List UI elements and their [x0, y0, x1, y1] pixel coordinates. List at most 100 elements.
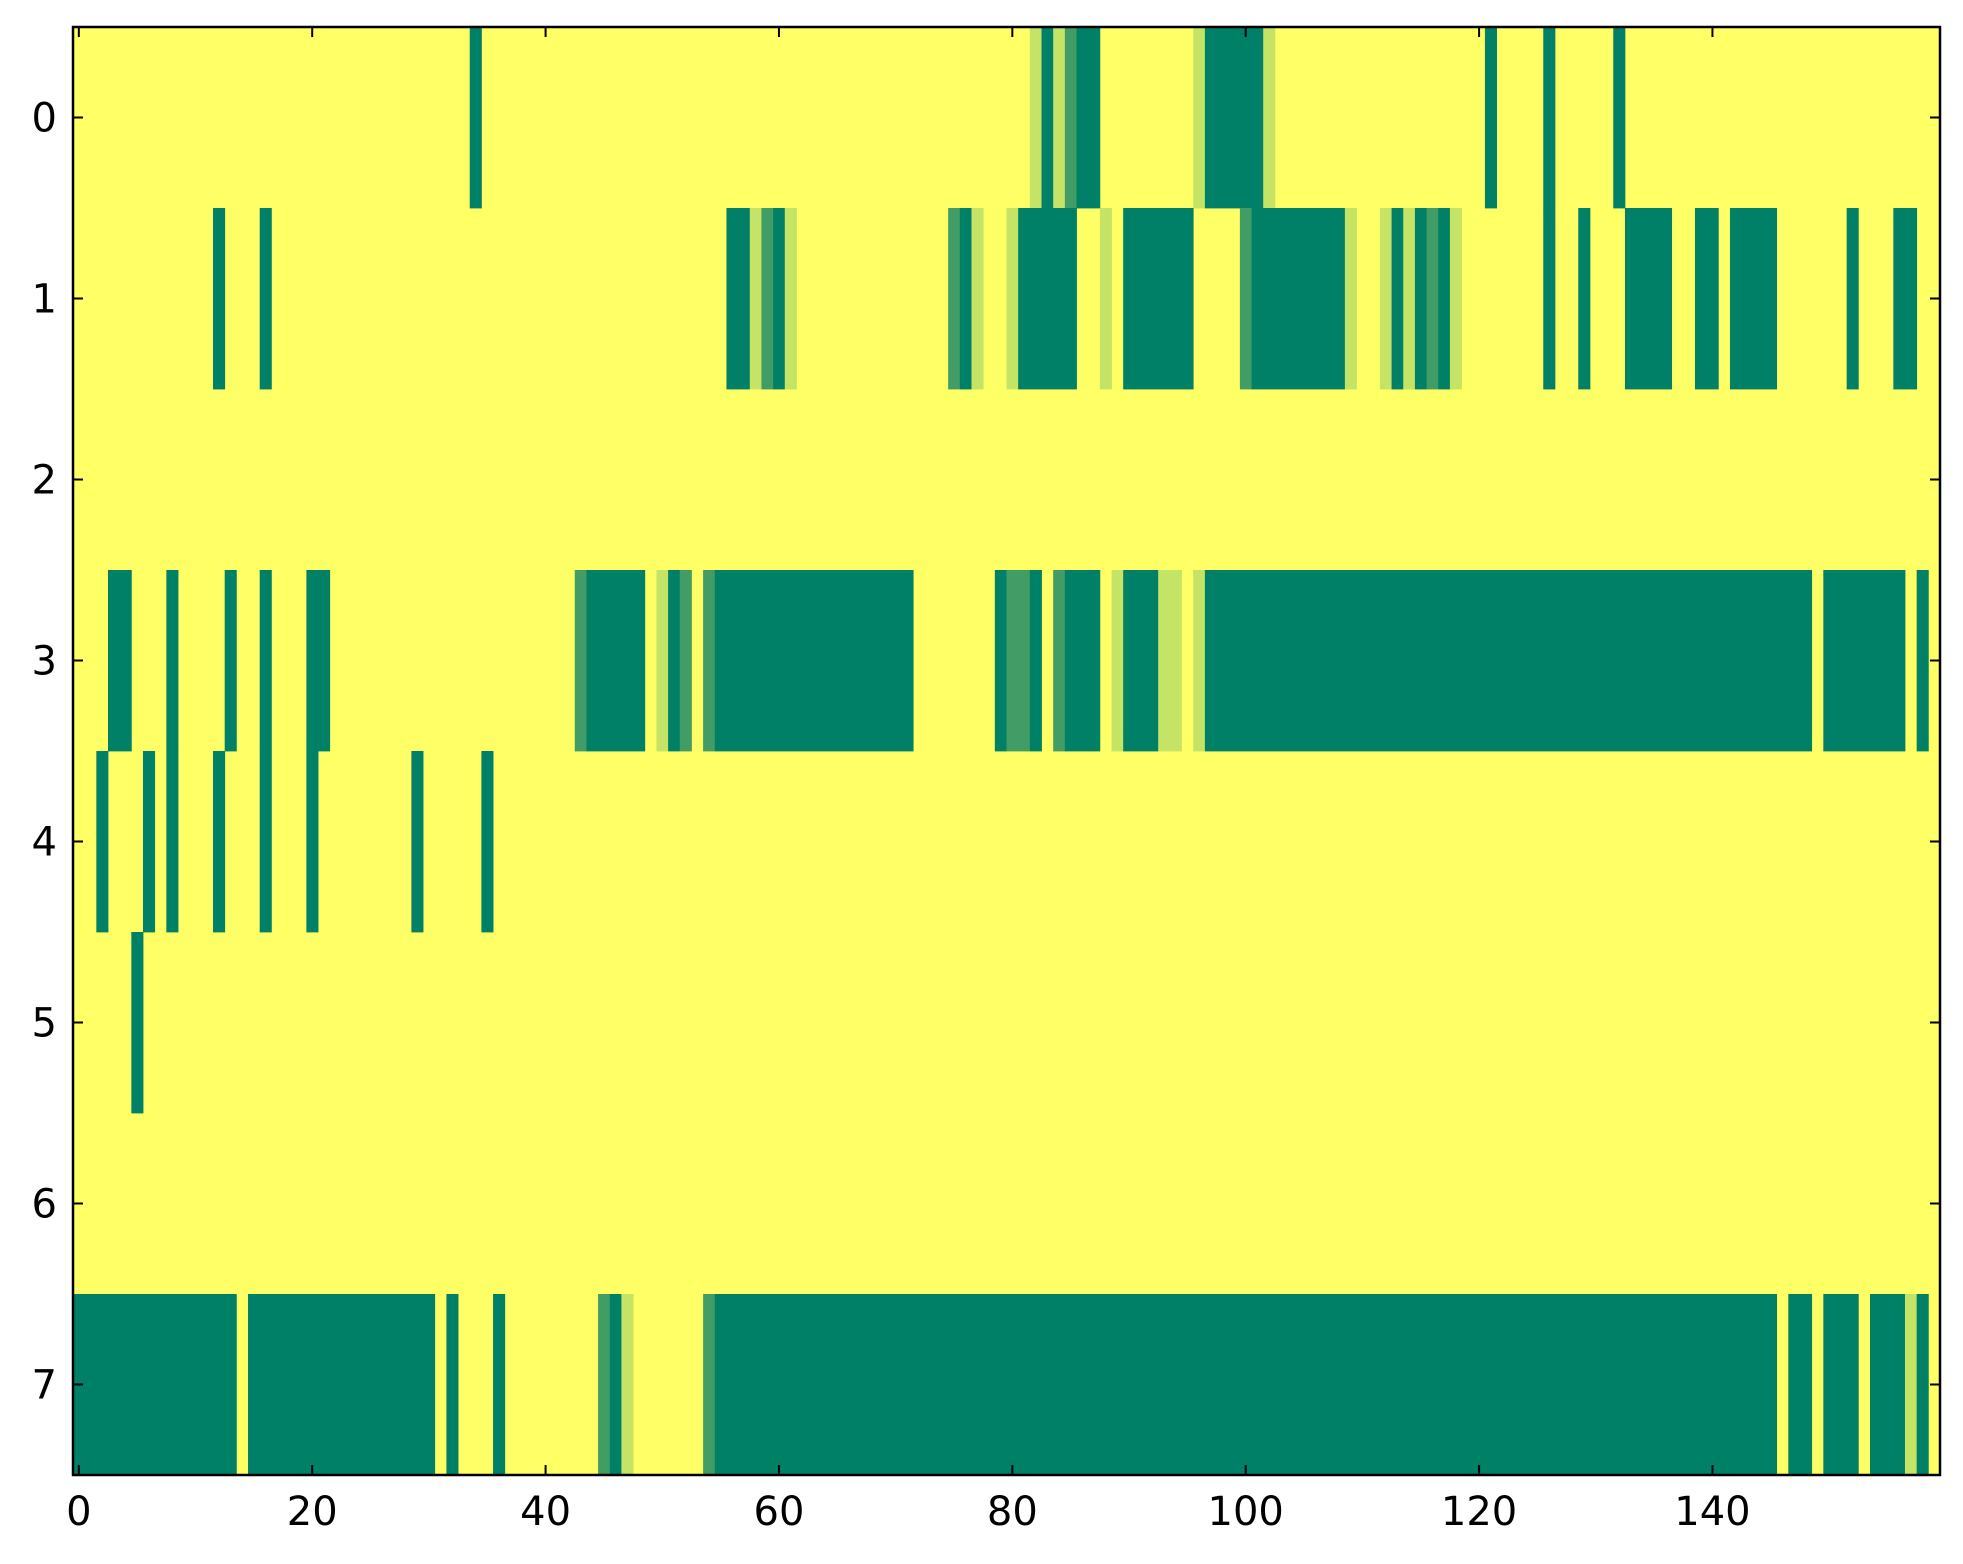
heatmap-cell: [1239, 208, 1252, 390]
heatmap-cell: [1193, 570, 1206, 752]
heatmap-cell: [586, 570, 646, 752]
heatmap-cell: [166, 570, 179, 752]
heatmap-cell: [714, 570, 914, 752]
heatmap-cell: [1379, 208, 1392, 390]
heatmap-cell: [1438, 208, 1451, 390]
heatmap-cell: [493, 1294, 506, 1476]
x-tick-label: 60: [754, 1489, 805, 1535]
heatmap-cell: [1111, 570, 1124, 752]
heatmap-cell: [761, 208, 774, 390]
heatmap-cell: [1414, 208, 1427, 390]
heatmap-cell: [726, 208, 751, 390]
heatmap-cell: [749, 208, 762, 390]
heatmap-cell: [1449, 208, 1462, 390]
heatmap-cell: [971, 208, 984, 390]
heatmap-cell: [1204, 27, 1264, 209]
heatmap-cell: [1916, 570, 1929, 752]
x-tick-label: 40: [520, 1489, 571, 1535]
heatmap-cell: [1846, 208, 1859, 390]
heatmap-cell: [248, 1294, 436, 1476]
heatmap-cell: [446, 1294, 459, 1476]
heatmap-cell: [1064, 27, 1077, 209]
y-tick-label: 0: [32, 96, 57, 142]
heatmap-cell: [481, 751, 494, 933]
heatmap-cell: [574, 570, 587, 752]
heatmap-cell: [1893, 208, 1918, 390]
heatmap-cell: [1391, 208, 1404, 390]
heatmap-cell: [1123, 208, 1194, 390]
heatmap-cell: [1729, 208, 1778, 390]
y-tick-label: 4: [32, 820, 57, 866]
x-tick-label: 80: [987, 1489, 1038, 1535]
heatmap-cell: [1053, 570, 1066, 752]
heatmap-cell: [259, 570, 272, 752]
x-tick-label: 140: [1674, 1489, 1750, 1535]
heatmap-cell: [73, 1294, 237, 1476]
heatmap-cell: [1403, 208, 1416, 390]
heatmap-cell: [1076, 27, 1101, 209]
heatmap-cell: [306, 570, 331, 752]
heatmap-cell: [714, 1294, 1778, 1476]
heatmap-cell: [166, 751, 179, 933]
x-tick-labels: 0 20 40 60 80 100 120 140: [66, 1489, 1751, 1535]
heatmap-cell: [656, 570, 669, 752]
heatmap-cell: [1624, 208, 1673, 390]
heatmap-cell: [1823, 570, 1906, 752]
heatmap-cell: [411, 751, 424, 933]
x-tick-label: 100: [1208, 1489, 1284, 1535]
heatmap-cell: [1064, 570, 1101, 752]
heatmap-cell: [1823, 1294, 1859, 1476]
heatmap-cell: [96, 751, 109, 933]
heatmap-cell: [213, 208, 226, 390]
heatmap-cell: [1869, 1294, 1906, 1476]
heatmap-cell: [1204, 570, 1813, 752]
heatmap-cell: [1006, 570, 1031, 752]
y-tick-label: 3: [32, 639, 57, 685]
y-tick-label: 2: [32, 458, 57, 504]
heatmap-cell: [994, 570, 1007, 752]
x-tick-label: 0: [66, 1489, 91, 1535]
heatmap-cell: [1578, 208, 1591, 390]
heatmap-cell: [1344, 208, 1357, 390]
heatmap-cell: [609, 1294, 622, 1476]
heatmap-cell: [703, 570, 716, 752]
heatmap-cell: [1426, 208, 1439, 390]
x-tick-label: 120: [1441, 1489, 1517, 1535]
y-tick-labels: 0 1 2 3 4 5 6 7: [32, 96, 57, 1409]
heatmap-cell: [679, 570, 692, 752]
y-tick-label: 7: [32, 1363, 57, 1409]
heatmap-cell: [1613, 27, 1626, 209]
heatmap-cell: [1123, 570, 1159, 752]
heatmap-cell: [224, 570, 237, 752]
x-tick-label: 20: [287, 1489, 338, 1535]
heatmap-cell: [143, 751, 156, 933]
axis-ticks: [73, 27, 1940, 1475]
heatmap-cell: [948, 208, 961, 390]
y-tick-label: 1: [32, 277, 57, 323]
heatmap-cell: [213, 751, 226, 933]
plot-frame: [71, 25, 1942, 1477]
heatmap-cell: [1193, 27, 1206, 209]
heatmap-cell: [621, 1294, 634, 1476]
heatmap-cell: [1694, 208, 1719, 390]
heatmap-cell: [1263, 27, 1276, 209]
heatmap-cell: [1543, 208, 1556, 390]
heatmap-cell: [668, 570, 681, 752]
y-tick-label: 5: [32, 1001, 57, 1047]
heatmap-cell: [598, 1294, 611, 1476]
heatmap-cell: [131, 932, 144, 1114]
heatmap-cell: [1251, 208, 1346, 390]
heatmap-cell: [259, 751, 272, 933]
heatmap-cells: [73, 27, 1940, 1476]
heatmap-cell: [469, 27, 482, 209]
heatmap-cell: [1169, 570, 1182, 752]
heatmap-cell: [773, 208, 786, 390]
y-tick-label: 6: [32, 1182, 57, 1228]
heatmap-cell: [959, 208, 972, 390]
heatmap-cell: [1029, 570, 1042, 752]
heatmap-cell: [1029, 27, 1042, 209]
heatmap-cell: [1788, 1294, 1813, 1476]
heatmap-cell: [1053, 27, 1066, 209]
heatmap-cell: [1006, 208, 1019, 390]
